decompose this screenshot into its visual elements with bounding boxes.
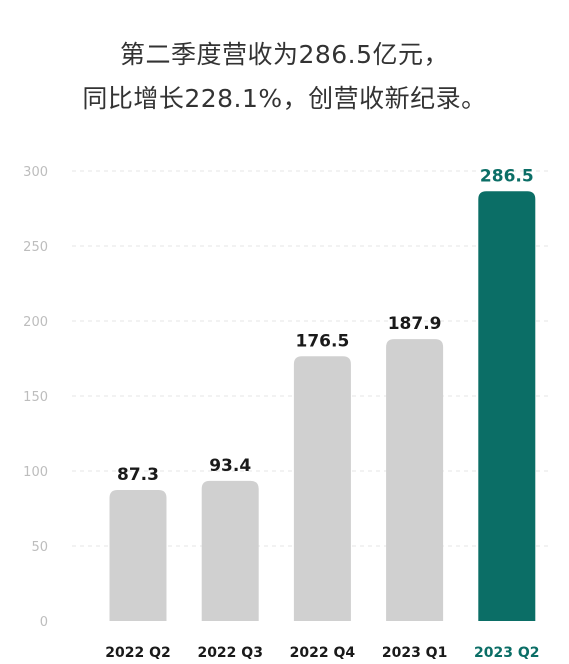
x-category-label: 2022 Q3	[197, 645, 262, 661]
y-tick-label: 150	[23, 390, 48, 405]
chart-title-line-2: 同比增长228.1%，创营收新纪录。	[82, 84, 487, 113]
x-category-label: 2023 Q2	[474, 645, 539, 661]
x-category-label: 2022 Q4	[290, 645, 356, 661]
bar-value-label: 187.9	[388, 314, 442, 334]
y-tick-label: 250	[23, 240, 48, 255]
chart-title-line-1: 第二季度营收为286.5亿元，	[119, 40, 450, 69]
x-category-label: 2022 Q2	[105, 645, 170, 661]
bar-2022-q3	[201, 480, 259, 621]
x-category-label: 2023 Q1	[382, 645, 447, 661]
bar-2022-q2	[109, 490, 167, 621]
y-tick-label: 0	[40, 615, 48, 630]
bar-2023-q1	[386, 339, 444, 621]
bar-value-label: 93.4	[209, 456, 251, 476]
bar-value-label: 176.5	[296, 331, 350, 351]
y-tick-label: 200	[23, 315, 48, 330]
bar-value-label: 286.5	[480, 166, 534, 186]
y-tick-label: 300	[23, 165, 48, 180]
bar-2022-q4	[293, 356, 351, 621]
bar-value-label: 87.3	[117, 465, 159, 485]
y-tick-label: 100	[23, 465, 48, 480]
y-tick-label: 50	[31, 540, 48, 555]
bar-2023-q2	[478, 191, 536, 621]
